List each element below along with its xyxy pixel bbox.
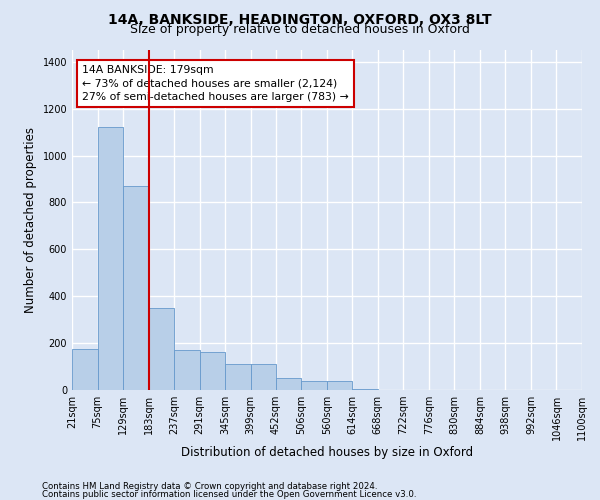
Bar bbox=[98, 128, 123, 390]
Bar bbox=[72, 349, 98, 390]
Bar bbox=[251, 364, 276, 390]
Bar bbox=[276, 378, 301, 390]
Bar bbox=[123, 186, 149, 390]
Text: 14A BANKSIDE: 179sqm
← 73% of detached houses are smaller (2,124)
27% of semi-de: 14A BANKSIDE: 179sqm ← 73% of detached h… bbox=[82, 66, 349, 102]
Bar bbox=[301, 380, 327, 390]
Text: 14A, BANKSIDE, HEADINGTON, OXFORD, OX3 8LT: 14A, BANKSIDE, HEADINGTON, OXFORD, OX3 8… bbox=[108, 12, 492, 26]
Bar bbox=[200, 352, 225, 390]
Y-axis label: Number of detached properties: Number of detached properties bbox=[24, 127, 37, 313]
Bar bbox=[174, 350, 200, 390]
Bar bbox=[352, 389, 378, 390]
X-axis label: Distribution of detached houses by size in Oxford: Distribution of detached houses by size … bbox=[181, 446, 473, 458]
Bar bbox=[149, 308, 174, 390]
Bar bbox=[327, 380, 352, 390]
Text: Contains HM Land Registry data © Crown copyright and database right 2024.: Contains HM Land Registry data © Crown c… bbox=[42, 482, 377, 491]
Text: Size of property relative to detached houses in Oxford: Size of property relative to detached ho… bbox=[130, 22, 470, 36]
Bar bbox=[225, 364, 251, 390]
Text: Contains public sector information licensed under the Open Government Licence v3: Contains public sector information licen… bbox=[42, 490, 416, 499]
